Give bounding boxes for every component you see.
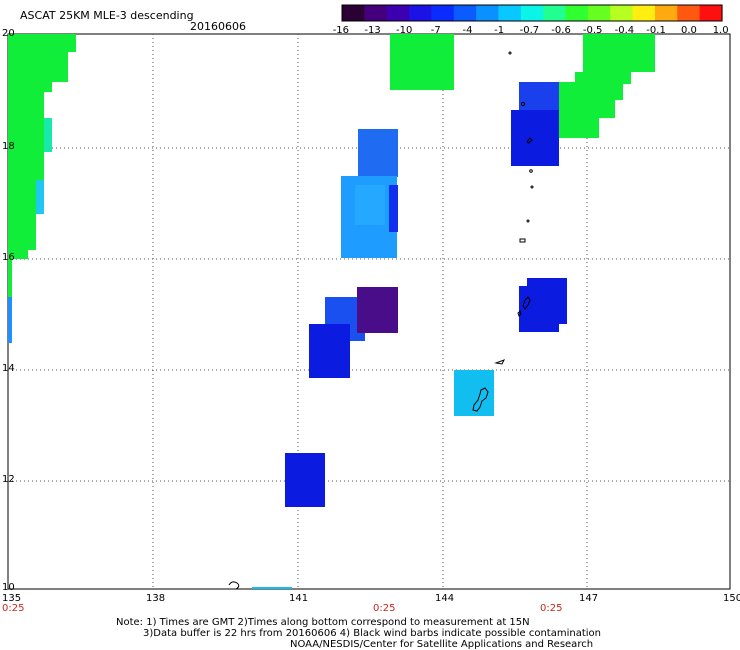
colorbar-swatch [587,5,611,21]
colorbar-swatch [565,5,589,21]
swath-left-strip-green [8,259,12,297]
note-line-2: 3)Data buffer is 22 hrs from 20160606 4)… [143,628,601,639]
colorbar-frame [341,4,723,22]
mark-island-small-1 [520,101,526,107]
rota-island [494,359,506,365]
lat-label-10: 10 [2,582,15,593]
mark-island-18n [526,137,533,144]
colorbar-label: -13 [364,25,381,36]
swath-left-tint-2 [36,180,44,214]
colorbar-label: -1 [494,25,505,36]
islands [228,51,534,590]
colorbar-label: -10 [396,25,413,36]
swath-right-green [559,34,655,138]
colorbar-swatch [520,5,544,21]
colorbar-label: 0.0 [681,25,697,36]
mark-island-small-5 [519,238,526,243]
colorbar-swatch [610,5,634,21]
time-label-1: 0:25 [2,603,25,614]
mark-island-small-6 [508,51,512,55]
strip-cyan-10n [252,587,292,589]
colorbar-swatch [364,5,388,21]
block-blue-18n-east [519,82,559,110]
colorbar-swatch [476,5,500,21]
mark-island-small-3 [530,185,534,189]
colorbar-label: -4 [462,25,473,36]
colorbar-label: -0.7 [519,25,540,36]
colorbar-swatch [386,5,410,21]
colorbar-swatch [431,5,455,21]
swath-left-strip-blue [8,297,12,343]
block-green-top [390,34,454,90]
colorbar-swatches [342,5,723,21]
block-purple-15n [357,287,398,333]
lon-label-138: 138 [146,593,166,604]
colorbar-swatch [543,5,567,21]
colorbar-label: -7 [430,25,441,36]
lat-label-16: 16 [2,252,15,263]
note-line-1: Note: 1) Times are GMT 2)Times along bot… [116,617,530,628]
swath-left [8,34,76,343]
colorbar-swatch [654,5,678,21]
lat-label-12: 12 [2,474,15,485]
colorbar-swatch [677,5,701,21]
colorbar-label: 1.0 [712,25,729,36]
time-label-2: 0:25 [373,603,396,614]
lon-label-135: 135 [2,593,22,604]
colorbar-swatch [453,5,477,21]
colorbar-swatch [498,5,522,21]
lon-label-147: 147 [579,593,599,604]
block-navy-18n-east [511,110,559,166]
product-date: 20160606 [190,20,246,33]
block-navy-17n [389,185,398,232]
block-sky-17n-tint [355,185,385,225]
colorbar-swatch [699,5,723,21]
swath-left-tint-1 [44,118,52,152]
swath-center [252,34,494,589]
mark-feature-10n [228,581,240,590]
lon-label-150: 150 [723,593,740,604]
note-line-3: NOAA/NESDIS/Center for Satellite Applica… [290,639,594,650]
guam-island [472,387,489,412]
block-navy-15n-east-3 [527,324,559,332]
colorbar-swatch [632,5,656,21]
lon-label-141: 141 [289,593,309,604]
colorbar-swatch [342,5,365,21]
block-blue-18n [358,129,398,177]
lon-label-144: 144 [435,593,455,604]
block-navy-15n-east [527,278,567,324]
swath-left-green [8,34,76,259]
lat-label-20: 20 [2,28,15,39]
tinian-island [517,310,522,317]
colorbar-label: -0.5 [582,25,603,36]
saipan-island [522,296,531,310]
colorbar-label: -0.6 [551,25,571,36]
colorbar-label: -16 [332,25,350,36]
colorbar-label: -0.4 [614,25,635,36]
colorbar-label: -0.1 [646,25,666,36]
block-navy-14n [309,324,350,378]
time-label-3: 0:25 [540,603,563,614]
product-title: ASCAT 25KM MLE-3 descending [20,9,194,22]
lat-label-18: 18 [2,141,15,152]
colorbar-swatch [409,5,433,21]
block-navy-12n [285,453,325,507]
mark-island-small-2 [529,169,533,173]
block-navy-15n-east-2 [519,286,527,332]
lat-label-14: 14 [2,363,15,374]
swath-right [511,34,655,332]
mark-island-small-4 [526,219,530,223]
